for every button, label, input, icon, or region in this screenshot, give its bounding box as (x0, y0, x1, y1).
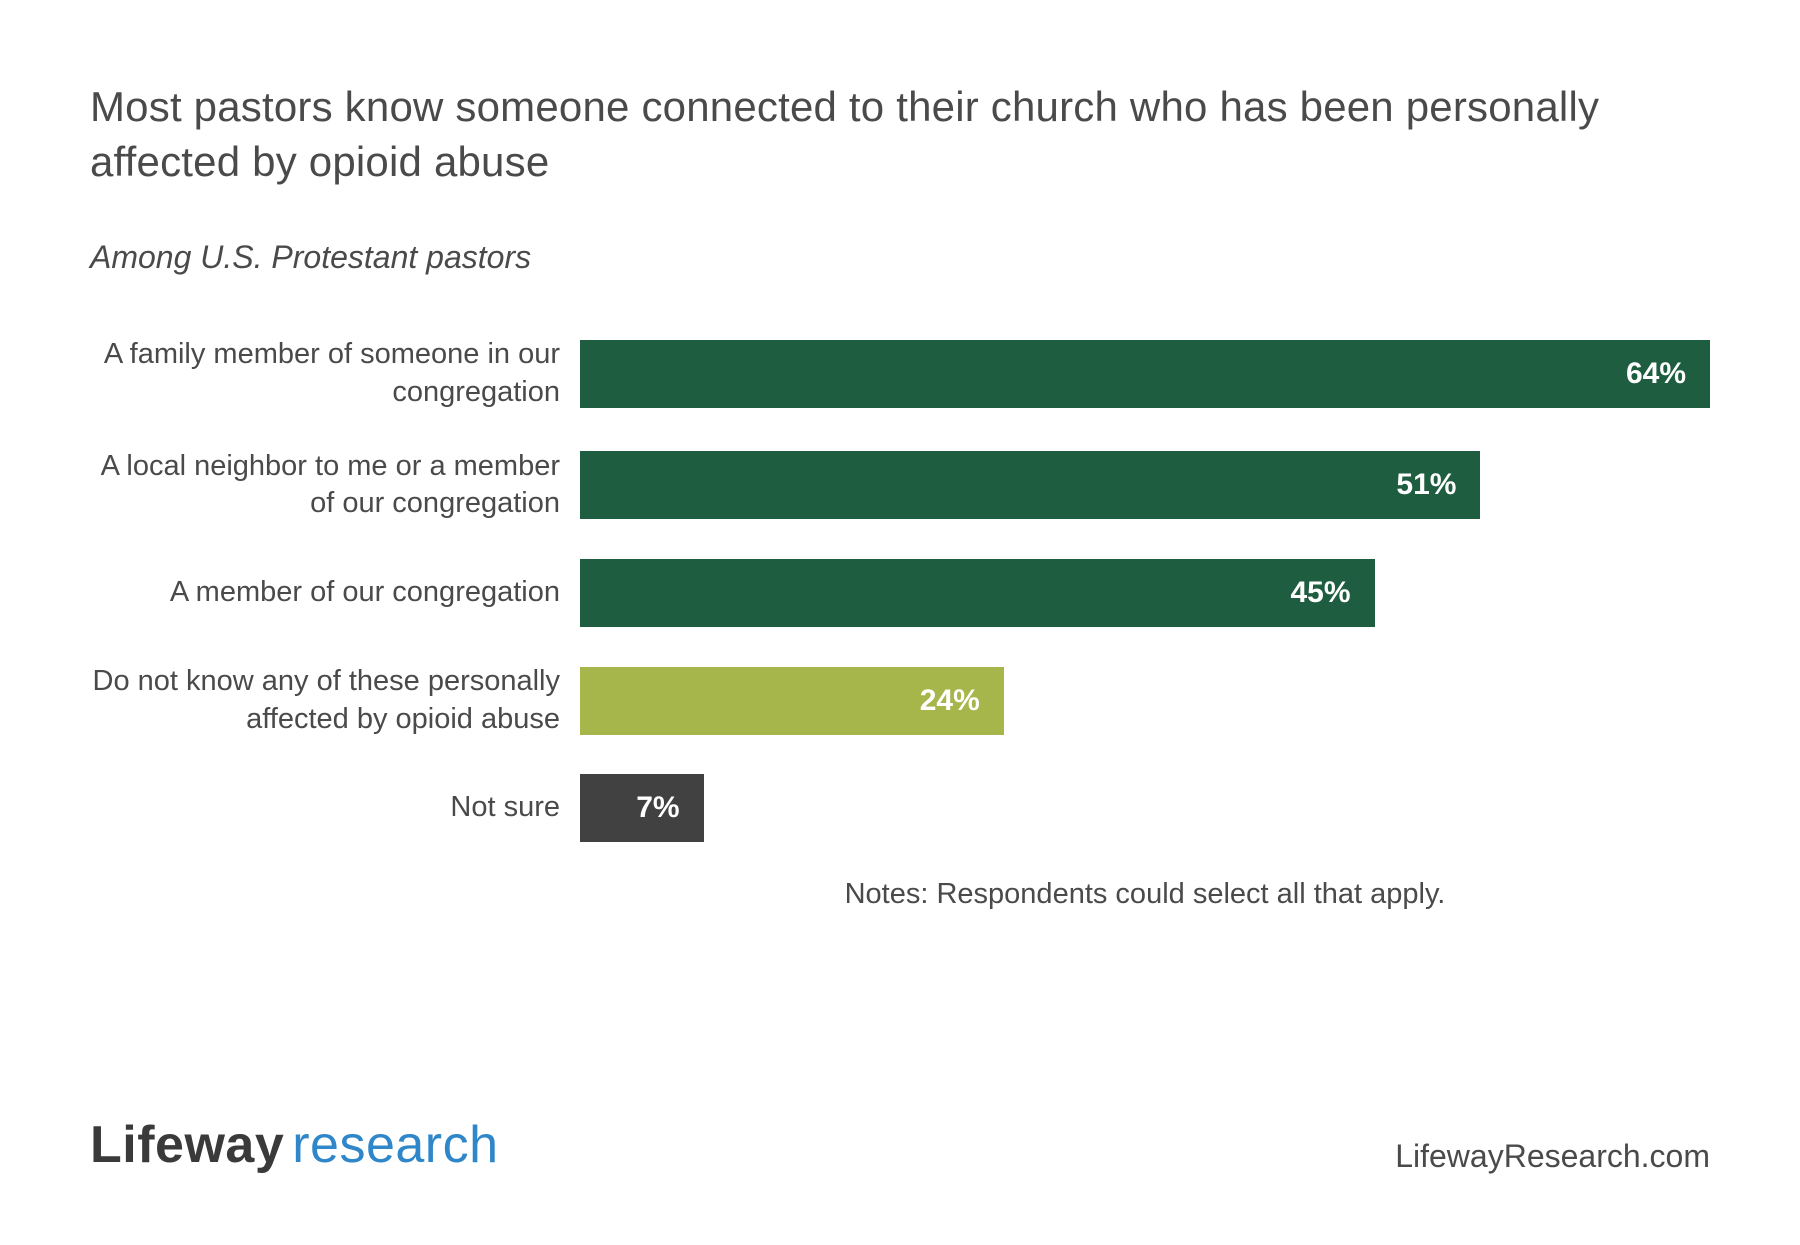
bar-label: A member of our congregation (90, 574, 580, 612)
bar-label: A family member of someone in our congre… (90, 336, 580, 411)
bar: 51% (580, 451, 1480, 519)
bar-row: Do not know any of these personally affe… (90, 663, 1710, 738)
bar-label: A local neighbor to me or a member of ou… (90, 448, 580, 523)
bar: 45% (580, 559, 1375, 627)
lifeway-research-logo: Lifewayresearch (90, 1115, 499, 1175)
site-url: LifewayResearch.com (1395, 1138, 1710, 1175)
bar-value: 45% (1290, 576, 1350, 610)
bar-row: Not sure 7% (90, 774, 1710, 842)
bar-track: 64% (580, 340, 1710, 408)
bar-track: 51% (580, 451, 1710, 519)
bar-row: A local neighbor to me or a member of ou… (90, 448, 1710, 523)
bar: 24% (580, 667, 1004, 735)
bar-value: 51% (1396, 468, 1456, 502)
chart-title: Most pastors know someone connected to t… (90, 80, 1710, 189)
bar: 7% (580, 774, 704, 842)
bar-value: 64% (1626, 357, 1686, 391)
bar-value: 7% (636, 791, 679, 825)
bar-row: A family member of someone in our congre… (90, 336, 1710, 411)
chart-subtitle: Among U.S. Protestant pastors (90, 239, 1710, 276)
bar-value: 24% (920, 684, 980, 718)
footer: Lifewayresearch LifewayResearch.com (90, 1115, 1710, 1175)
bar: 64% (580, 340, 1710, 408)
bar-track: 45% (580, 559, 1710, 627)
logo-part-2: research (292, 1116, 498, 1174)
bar-label: Not sure (90, 789, 580, 827)
bar-row: A member of our congregation 45% (90, 559, 1710, 627)
bar-chart: A family member of someone in our congre… (90, 336, 1710, 842)
bar-track: 7% (580, 774, 1710, 842)
logo-part-1: Lifeway (90, 1116, 284, 1174)
bar-track: 24% (580, 667, 1710, 735)
chart-notes: Notes: Respondents could select all that… (90, 878, 1710, 911)
bar-label: Do not know any of these personally affe… (90, 663, 580, 738)
